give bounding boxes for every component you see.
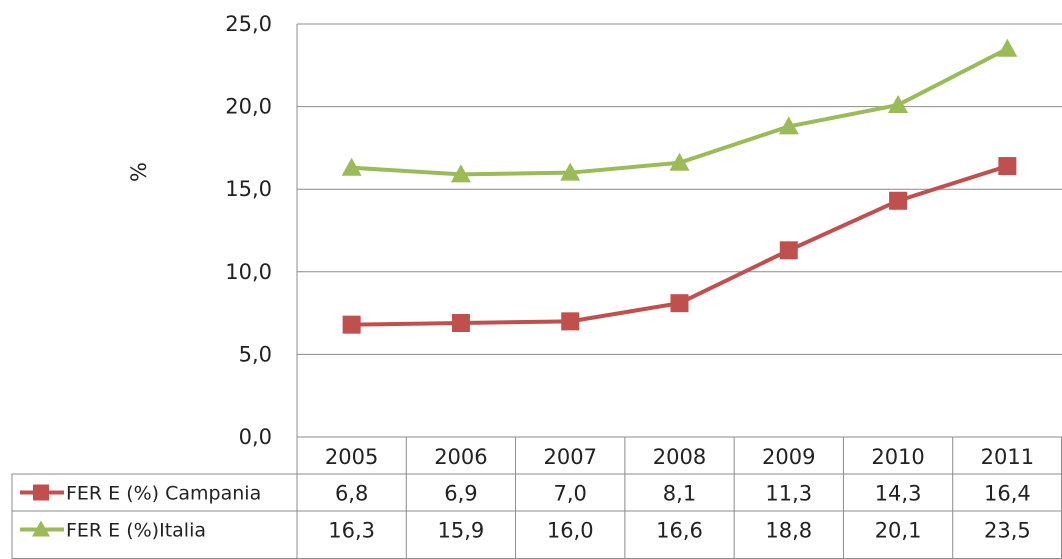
legend-label: FER E (%) Campania bbox=[66, 483, 261, 505]
data-point-campania bbox=[561, 312, 580, 331]
legend-marker-triangle bbox=[32, 520, 50, 537]
data-table-cell: 14,3 bbox=[875, 482, 922, 506]
data-table-cell: 8,1 bbox=[663, 482, 696, 506]
gridlines bbox=[296, 23, 1062, 438]
data-table-cell: 15,9 bbox=[438, 519, 485, 543]
legend-label: FER E (%)Italia bbox=[66, 520, 206, 542]
data-point-campania bbox=[889, 191, 908, 210]
data-point-italia bbox=[450, 164, 471, 183]
data-table-cell: 6,9 bbox=[444, 482, 477, 506]
data-table-cell: 20,1 bbox=[875, 519, 922, 543]
data-table-cell: 11,3 bbox=[765, 482, 812, 506]
table-header-year: 2006 bbox=[434, 445, 487, 469]
plot-area bbox=[341, 38, 1018, 334]
table-header-year: 2007 bbox=[543, 445, 596, 469]
data-point-italia bbox=[778, 116, 799, 135]
table-header-year: 2011 bbox=[981, 445, 1034, 469]
data-table-cell: 6,8 bbox=[335, 482, 368, 506]
data-table-cell: 16,3 bbox=[328, 519, 375, 543]
data-point-italia bbox=[997, 38, 1018, 57]
data-table-cell: 16,6 bbox=[656, 519, 703, 543]
table-header-year: 2010 bbox=[871, 445, 924, 469]
y-tick-label: 15,0 bbox=[225, 177, 272, 201]
data-point-italia bbox=[669, 152, 690, 171]
y-axis-label: % bbox=[127, 162, 151, 182]
y-axis-ticks: 0,0 5,0 10,0 15,0 20,0 25,0 bbox=[225, 12, 272, 449]
data-table-cell: 18,8 bbox=[765, 519, 812, 543]
y-tick-label: 10,0 bbox=[225, 260, 272, 284]
data-point-italia bbox=[888, 94, 909, 113]
data-table-cell: 16,4 bbox=[984, 482, 1031, 506]
data-point-campania bbox=[451, 314, 470, 333]
y-tick-label: 0,0 bbox=[239, 425, 272, 449]
y-tick-label: 20,0 bbox=[225, 95, 272, 119]
table-header-year: 2009 bbox=[762, 445, 815, 469]
data-point-campania bbox=[670, 294, 689, 313]
data-table-cell: 23,5 bbox=[984, 519, 1031, 543]
table-header-year: 2008 bbox=[653, 445, 706, 469]
data-point-campania bbox=[998, 157, 1017, 176]
data-table-cell: 7,0 bbox=[554, 482, 587, 506]
data-point-italia bbox=[341, 157, 362, 176]
data-point-campania bbox=[779, 241, 798, 260]
data-point-italia bbox=[560, 162, 581, 181]
data-point-campania bbox=[342, 315, 361, 334]
y-tick-label: 25,0 bbox=[225, 12, 272, 36]
data-table: 2005 2006 2007 2008 2009 2010 2011 FER E (%) Ca… bbox=[11, 436, 1062, 559]
legend-marker-square bbox=[33, 484, 49, 501]
y-tick-label: 5,0 bbox=[239, 342, 272, 366]
table-header-year: 2005 bbox=[325, 445, 378, 469]
data-table-cell: 16,0 bbox=[547, 519, 594, 543]
